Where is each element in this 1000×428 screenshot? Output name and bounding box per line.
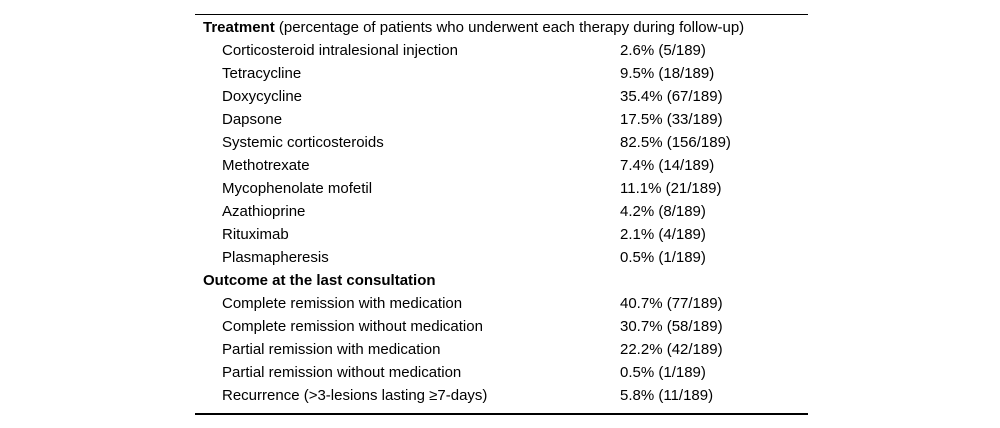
- row-value: 4.2% (8/189): [620, 203, 706, 220]
- table-row: Tetracycline 9.5% (18/189): [195, 62, 808, 85]
- row-label: Methotrexate: [222, 157, 310, 174]
- row-value: 40.7% (77/189): [620, 295, 723, 312]
- row-label: Complete remission with medication: [222, 295, 463, 312]
- table-row: Complete remission without medication 30.…: [195, 315, 808, 338]
- clinical-table: Treatment (percentage of patients who un…: [195, 14, 808, 415]
- row-value: 5.8% (11/189): [620, 387, 714, 404]
- table-row: Dapsone 17.5% (33/189): [195, 108, 808, 131]
- row-label: Plasmapheresis: [222, 249, 329, 266]
- row-label: Complete remission without medication: [222, 318, 483, 335]
- table-row: Azathioprine 4.2% (8/189): [195, 200, 808, 223]
- row-value: 0.5% (1/189): [620, 364, 706, 381]
- table-section-header: Outcome at the last consultation: [195, 269, 808, 292]
- row-label: Rituximab: [222, 226, 289, 243]
- table-row: Mycophenolate mofetil 11.1% (21/189): [195, 177, 808, 200]
- row-value: 0.5% (1/189): [620, 249, 706, 266]
- section-title: Treatment: [203, 19, 275, 36]
- table-section-header: Treatment (percentage of patients who un…: [195, 16, 808, 39]
- table-row: Corticosteroid intralesional injection 2.…: [195, 39, 808, 62]
- row-label: Mycophenolate mofetil: [222, 180, 373, 197]
- table-row: Doxycycline 35.4% (67/189): [195, 85, 808, 108]
- row-label: Recurrence (>3-lesions lasting ≥7-days): [222, 387, 488, 404]
- row-value: 7.4% (14/189): [620, 157, 715, 174]
- row-label: Corticosteroid intralesional injection: [222, 42, 458, 59]
- table-row: Complete remission with medication 40.7% …: [195, 292, 808, 315]
- row-value: 2.1% (4/189): [620, 226, 706, 243]
- table-row: Plasmapheresis 0.5% (1/189): [195, 246, 808, 269]
- row-value: 22.2% (42/189): [620, 341, 723, 358]
- row-label: Partial remission without medication: [222, 364, 462, 381]
- row-value: 35.4% (67/189): [620, 88, 723, 105]
- row-value: 82.5% (156/189): [620, 134, 731, 151]
- table-row: Partial remission without medication 0.5%…: [195, 361, 808, 384]
- row-label: Systemic corticosteroids: [222, 134, 384, 151]
- row-label: Tetracycline: [222, 65, 302, 82]
- row-value: 17.5% (33/189): [620, 111, 723, 128]
- table-row: Rituximab 2.1% (4/189): [195, 223, 808, 246]
- row-label: Doxycycline: [222, 88, 303, 105]
- row-label: Partial remission with medication: [222, 341, 441, 358]
- table-row: Partial remission with medication 22.2% (…: [195, 338, 808, 361]
- row-label: Azathioprine: [222, 203, 306, 220]
- table-row: Methotrexate 7.4% (14/189): [195, 154, 808, 177]
- row-value: 2.6% (5/189): [620, 42, 706, 59]
- table-row: Systemic corticosteroids 82.5% (156/189): [195, 131, 808, 154]
- table-row: Recurrence (>3-lesions lasting ≥7-days) 5…: [195, 384, 808, 407]
- row-value: 11.1% (21/189): [620, 180, 722, 197]
- section-subtitle: (percentage of patients who underwent ea…: [274, 19, 745, 36]
- row-label: Dapsone: [222, 111, 283, 128]
- row-value: 9.5% (18/189): [620, 65, 715, 82]
- row-value: 30.7% (58/189): [620, 318, 723, 335]
- section-title: Outcome at the last consultation: [203, 272, 436, 289]
